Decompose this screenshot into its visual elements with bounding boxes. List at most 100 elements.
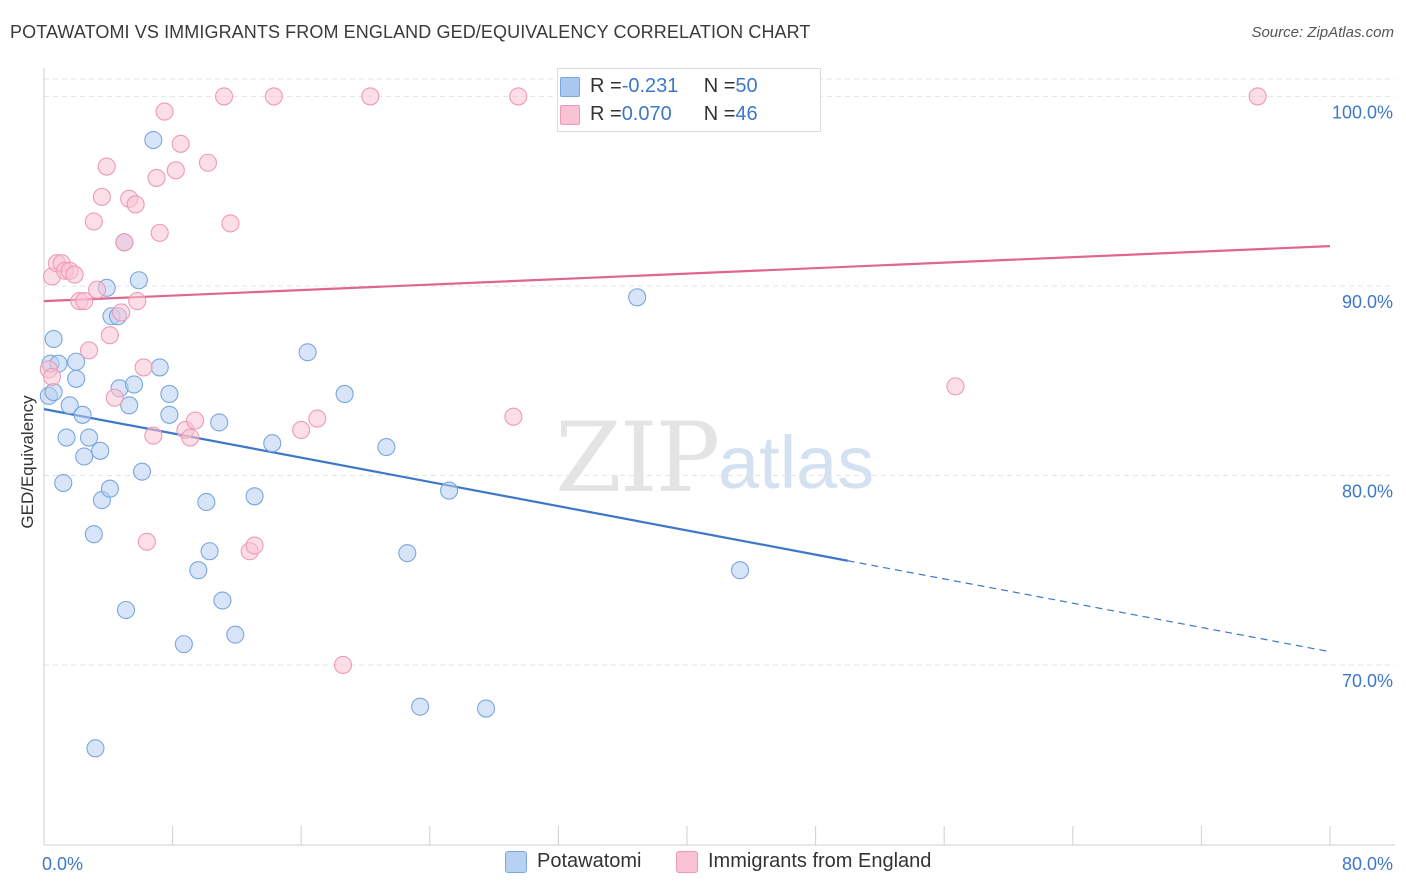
potawatomi-trend-extension (847, 560, 1331, 653)
potawatomi-point (120, 396, 139, 415)
england-point (97, 157, 116, 176)
potawatomi-point (335, 384, 354, 404)
england-point (147, 168, 166, 187)
legend-r-value: -0.231 (621, 74, 679, 97)
england-point (100, 326, 119, 345)
potawatomi-point (477, 699, 496, 718)
england-point (92, 187, 111, 206)
potawatomi-point (116, 600, 136, 620)
england-point (214, 87, 234, 106)
england-point (155, 102, 174, 121)
potawatomi-point (263, 434, 282, 453)
england-point (105, 388, 124, 407)
potawatomi-point (144, 130, 163, 150)
potawatomi-point (226, 625, 245, 644)
england-point (115, 233, 134, 252)
legend-n-label: N = (703, 74, 736, 97)
england-point (84, 212, 103, 231)
trend-lines (43, 245, 1331, 653)
chart-source: Source: ZipAtlas.com (1251, 24, 1394, 41)
axes (43, 68, 1395, 846)
chart-title: POTAWATOMI VS IMMIGRANTS FROM ENGLAND GE… (10, 22, 811, 42)
legend-label-england: Immigrants from England (708, 850, 932, 872)
potawatomi-point (67, 352, 86, 371)
potawatomi-point (54, 473, 73, 493)
potawatomi-point (197, 492, 216, 512)
england-point (504, 407, 523, 426)
potawatomi-point (124, 375, 144, 394)
legend-r-label: R = (590, 102, 622, 125)
potawatomi-point (174, 635, 193, 654)
england-point (128, 292, 147, 311)
legend-item-potawatomi: Potawatomi (505, 850, 642, 873)
tick-labels: 100.0% 90.0% 80.0% 70.0% 0.0% 80.0% (42, 102, 1393, 874)
potawatomi-point (75, 447, 94, 466)
england-point (509, 87, 528, 106)
legend-swatch-potawatomi (560, 77, 580, 97)
legend-label-potawatomi: Potawatomi (537, 850, 642, 872)
potawatomi-point (245, 487, 264, 506)
england-point (137, 532, 156, 551)
potawatomi-point (411, 697, 430, 716)
england-point (946, 377, 965, 396)
legend-swatch-england (676, 850, 698, 873)
england-point (308, 409, 327, 428)
england-point (171, 134, 190, 153)
potawatomi-point (79, 428, 99, 447)
potawatomi-point (73, 405, 92, 424)
legend-swatch-england (560, 105, 580, 125)
england-point (42, 367, 62, 386)
grid-lines (44, 78, 1395, 666)
england-point (87, 280, 107, 299)
potawatomi-point (150, 358, 169, 377)
potawatomi-point (44, 329, 63, 349)
england-point (292, 420, 311, 440)
england-point (264, 87, 283, 106)
series-legend: Potawatomi Immigrants from England (0, 850, 1406, 878)
england-point (126, 195, 145, 214)
potawatomi-point (129, 271, 148, 290)
legend-item-england: Immigrants from England (676, 850, 931, 873)
legend-swatch-potawatomi (505, 850, 527, 873)
potawatomi-point (398, 544, 417, 563)
england-point (112, 303, 131, 322)
potawatomi-point (160, 384, 179, 404)
legend-n-value: 50 (735, 74, 758, 97)
potawatomi-point (57, 428, 76, 447)
correlation-legend: R = -0.231 N = 50 R = 0.070 N = 46 (557, 68, 821, 132)
legend-r-value: 0.070 (621, 102, 672, 125)
england-point (134, 358, 153, 377)
england-point (75, 292, 94, 311)
england-point (186, 411, 205, 430)
potawatomi-point (60, 396, 79, 415)
data-points (39, 87, 1267, 758)
england-point (198, 153, 218, 172)
potawatomi-point (100, 479, 119, 498)
england-point (361, 87, 380, 106)
england-point (333, 655, 353, 675)
potawatomi-point (133, 462, 152, 481)
legend-r-label: R = (590, 74, 622, 97)
legend-n-value: 46 (735, 102, 758, 125)
y-tick-label: 100.0% (1332, 102, 1393, 122)
potawatomi-point (67, 369, 86, 388)
legend-row-potawatomi: R = -0.231 N = 50 (560, 72, 758, 100)
y-axis-label: GED/Equivalency (18, 395, 37, 529)
potawatomi-point (210, 413, 229, 432)
potawatomi-point (213, 591, 232, 610)
y-tick-label: 70.0% (1342, 671, 1393, 691)
england-trend-line (43, 245, 1331, 303)
potawatomi-point (86, 739, 105, 758)
potawatomi-point (440, 481, 459, 500)
x-tick-label: 0.0% (42, 854, 83, 874)
england-point (150, 223, 169, 242)
england-point (181, 428, 200, 447)
watermark-atlas: atlas (718, 421, 875, 504)
england-point (166, 161, 185, 180)
potawatomi-point (160, 405, 179, 424)
england-point (79, 341, 99, 360)
potawatomi-point (730, 561, 750, 580)
x-tick-label: 80.0% (1342, 854, 1393, 874)
potawatomi-point (298, 343, 317, 362)
